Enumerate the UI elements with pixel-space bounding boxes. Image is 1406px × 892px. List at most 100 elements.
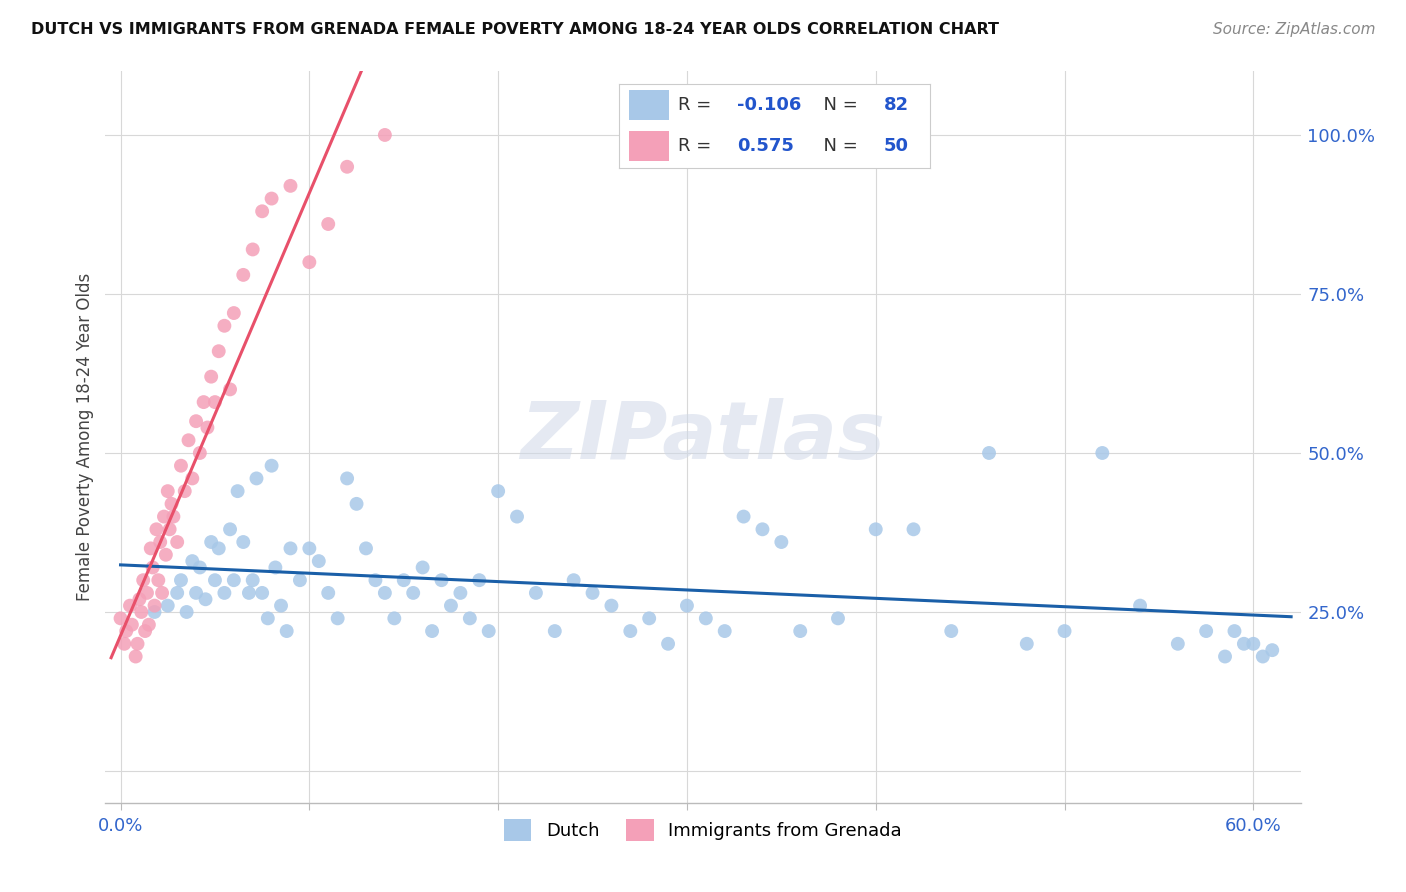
Point	[188, 560, 211, 574]
Point	[382, 611, 405, 625]
Point	[657, 637, 679, 651]
Point	[420, 624, 443, 638]
Point	[226, 484, 249, 499]
Point	[733, 509, 755, 524]
Point	[264, 560, 287, 574]
Point	[374, 128, 396, 142]
Point	[115, 624, 138, 638]
Point	[156, 599, 179, 613]
Point	[177, 434, 200, 448]
Point	[524, 586, 547, 600]
Point	[486, 484, 509, 499]
Point	[208, 541, 231, 556]
Point	[374, 586, 396, 600]
Point	[789, 624, 811, 638]
Point	[208, 344, 231, 359]
Point	[204, 395, 226, 409]
Point	[110, 611, 132, 625]
Point	[1091, 446, 1114, 460]
Point	[238, 586, 260, 600]
Point	[153, 509, 176, 524]
Point	[977, 446, 1000, 460]
Point	[619, 624, 641, 638]
Point	[112, 637, 135, 651]
Point	[149, 535, 172, 549]
Point	[865, 522, 887, 536]
Point	[308, 554, 330, 568]
Point	[1129, 599, 1152, 613]
Point	[155, 548, 177, 562]
Point	[142, 560, 165, 574]
Point	[298, 541, 321, 556]
Point	[402, 586, 425, 600]
Point	[124, 649, 146, 664]
Point	[412, 560, 434, 574]
Text: ZIPatlas: ZIPatlas	[520, 398, 886, 476]
Point	[354, 541, 377, 556]
Point	[280, 541, 302, 556]
Point	[128, 592, 150, 607]
Point	[250, 204, 273, 219]
Point	[316, 586, 339, 600]
Point	[260, 192, 283, 206]
Point	[751, 522, 773, 536]
Point	[148, 573, 170, 587]
Point	[250, 586, 273, 600]
Point	[430, 573, 453, 587]
Y-axis label: Female Poverty Among 18-24 Year Olds: Female Poverty Among 18-24 Year Olds	[76, 273, 94, 601]
Point	[184, 586, 207, 600]
Point	[138, 617, 160, 632]
Point	[193, 395, 215, 409]
Point	[506, 509, 529, 524]
Point	[118, 599, 141, 613]
Point	[219, 383, 242, 397]
Point	[214, 318, 236, 333]
Point	[316, 217, 339, 231]
Point	[232, 268, 254, 282]
Point	[256, 611, 278, 625]
Point	[276, 624, 298, 638]
Point	[1053, 624, 1076, 638]
Point	[478, 624, 501, 638]
Point	[160, 497, 183, 511]
Point	[139, 541, 162, 556]
Point	[770, 535, 793, 549]
Point	[188, 446, 211, 460]
Point	[280, 178, 302, 193]
Point	[288, 573, 311, 587]
Point	[127, 637, 149, 651]
Point	[197, 420, 219, 434]
Point	[1167, 637, 1189, 651]
Point	[214, 586, 236, 600]
Point	[143, 599, 166, 613]
Point	[1195, 624, 1218, 638]
Legend: Dutch, Immigrants from Grenada: Dutch, Immigrants from Grenada	[498, 812, 908, 848]
Point	[298, 255, 321, 269]
Point	[676, 599, 699, 613]
Point	[131, 605, 153, 619]
Point	[222, 306, 245, 320]
Point	[1241, 637, 1264, 651]
Point	[346, 497, 368, 511]
Point	[156, 484, 179, 499]
Point	[181, 471, 204, 485]
Point	[219, 522, 242, 536]
Point	[600, 599, 623, 613]
Point	[695, 611, 717, 625]
Point	[544, 624, 567, 638]
Point	[132, 573, 155, 587]
Point	[159, 522, 181, 536]
Point	[204, 573, 226, 587]
Point	[270, 599, 292, 613]
Point	[1261, 643, 1284, 657]
Point	[200, 369, 222, 384]
Point	[638, 611, 661, 625]
Point	[941, 624, 963, 638]
Point	[200, 535, 222, 549]
Point	[245, 471, 267, 485]
Point	[1213, 649, 1236, 664]
Point	[232, 535, 254, 549]
Point	[170, 573, 193, 587]
Point	[242, 243, 264, 257]
Point	[581, 586, 603, 600]
